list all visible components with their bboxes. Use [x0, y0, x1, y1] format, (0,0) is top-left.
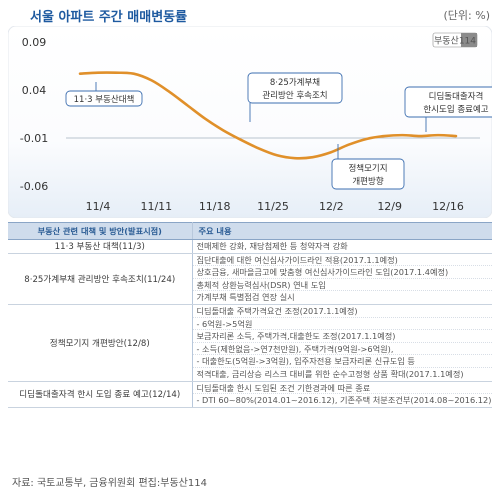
chart-panel: 0.09 0.04 -0.01 -0.06 11/4 11/11 11/18 11/25 12/…	[8, 26, 492, 218]
content-line: 보금자리론 소득, 주택가격,대출한도 조정(2017.1.1예정)	[192, 330, 492, 343]
table-row: 디딤돌대출자격 한시 도입 종료 예고(12/14) 디딤돌대출 한시 도입된 조…	[8, 381, 492, 408]
x-tick-label: 11/25	[257, 200, 289, 213]
policy-content-cell: 디딤돌대출 주택가격요건 조정(2017.1.1예정) - 6억원->5억원 보금자…	[192, 304, 492, 382]
x-tick-label: 12/9	[377, 200, 402, 213]
y-tick-label: 0.04	[22, 84, 47, 97]
policy-name-cell: 디딤돌대출자격 한시 도입 종료 예고(12/14)	[8, 381, 193, 408]
content-line: - 대출한도(5억원->3억원), 입주자전용 보금자리론 신규도입 등	[192, 355, 492, 368]
annotation-text: 정책모기지	[348, 163, 387, 174]
x-tick-label: 11/11	[140, 200, 172, 213]
policy-name-cell: 정책모기지 개편방안(12/8)	[8, 304, 193, 382]
content-line: - 소득(제한없음->연7천만원), 주택가격(9억원->6억원),	[192, 343, 492, 356]
y-tick-label: -0.06	[20, 180, 48, 193]
logo-text: 부동산114	[434, 36, 476, 47]
annotation-text: 디딤돌대출자격	[429, 91, 484, 102]
table-header-right: 주요 내용	[192, 222, 492, 240]
content-line: 총체적 상환능력심사(DSR) 연내 도입	[192, 279, 492, 292]
policy-name-cell: 11·3 부동산 대책(11/3)	[8, 239, 193, 254]
x-tick-label: 12/2	[319, 200, 344, 213]
annotation-text: 11·3 부동산대책	[74, 94, 135, 105]
line-chart: 0.09 0.04 -0.01 -0.06 11/4 11/11 11/18 11/25 12/…	[8, 26, 492, 218]
annotation-text: 8·25가계부채	[270, 77, 320, 88]
policy-content-cell: 디딤돌대출 한시 도입된 조건 기한경과에 따른 종료 - DTI 60~80%(…	[192, 381, 492, 408]
x-tick-label: 11/4	[86, 200, 111, 213]
x-tick-label: 11/18	[199, 200, 231, 213]
annotation-text: 한시도입 종료예고	[423, 104, 488, 115]
content-line: 디딤돌대출 한시 도입된 조건 기한경과에 따른 종료	[192, 382, 492, 395]
logo-badge: 부동산114	[432, 32, 478, 48]
page-title: 서울 아파트 주간 매매변동률	[30, 10, 188, 25]
series-line	[78, 71, 458, 160]
y-tick-label: 0.09	[22, 36, 47, 49]
policy-content-cell: 집단대출에 대한 여신심사가이드라인 적용(2017.1.1예정) 상호금융, 새…	[192, 253, 492, 305]
content-line: 적격대출, 금리상승 리스크 대비를 위한 순수고정형 상품 확대(2017.1…	[196, 368, 464, 379]
table-header-left: 부동산 관련 대책 및 방안(발표시점)	[8, 222, 193, 240]
annotation-text: 관리방안 후속조치	[262, 90, 327, 101]
content-line: 전매제한 강화, 재당첨제한 등 청약자격 강화	[196, 241, 348, 251]
content-line: 디딤돌대출 주택가격요건 조정(2017.1.1예정)	[192, 305, 492, 318]
unit-label: (단위: %)	[443, 9, 490, 22]
table-row: 8·25가계부채 관리방안 후속조치(11/24) 집단대출에 대한 여신심사가이…	[8, 253, 492, 305]
x-tick-label: 12/16	[432, 200, 464, 213]
policy-table: 부동산 관련 대책 및 방안(발표시점) 주요 내용 11·3 부동산 대책(1…	[8, 222, 492, 408]
annotation-text: 개편방향	[352, 176, 383, 187]
policy-name-cell: 8·25가계부채 관리방안 후속조치(11/24)	[8, 253, 193, 305]
policy-content-cell: 전매제한 강화, 재당첨제한 등 청약자격 강화	[192, 239, 492, 254]
content-line: 상호금융, 새마을금고에 맞춤형 여신심사가이드라인 도입(2017.1.4예정…	[192, 266, 492, 279]
source-note: 자료: 국토교통부, 금융위원회 편집:부동산114	[12, 478, 207, 489]
y-tick-label: -0.01	[20, 132, 48, 145]
annotation-callout: 11·3 부동산대책	[65, 82, 143, 107]
table-row: 정책모기지 개편방안(12/8) 디딤돌대출 주택가격요건 조정(2017.1.1…	[8, 304, 492, 382]
content-line: - DTI 60~80%(2014.01~2016.12), 기존주택 처분조건…	[196, 395, 492, 406]
content-line: 가계부채 특별점검 연장 실시	[196, 292, 295, 303]
table-row: 11·3 부동산 대책(11/3) 전매제한 강화, 재당첨제한 등 청약자격 강…	[8, 239, 492, 254]
content-line: 집단대출에 대한 여신심사가이드라인 적용(2017.1.1예정)	[192, 254, 492, 267]
content-line: - 6억원->5억원	[192, 318, 492, 331]
